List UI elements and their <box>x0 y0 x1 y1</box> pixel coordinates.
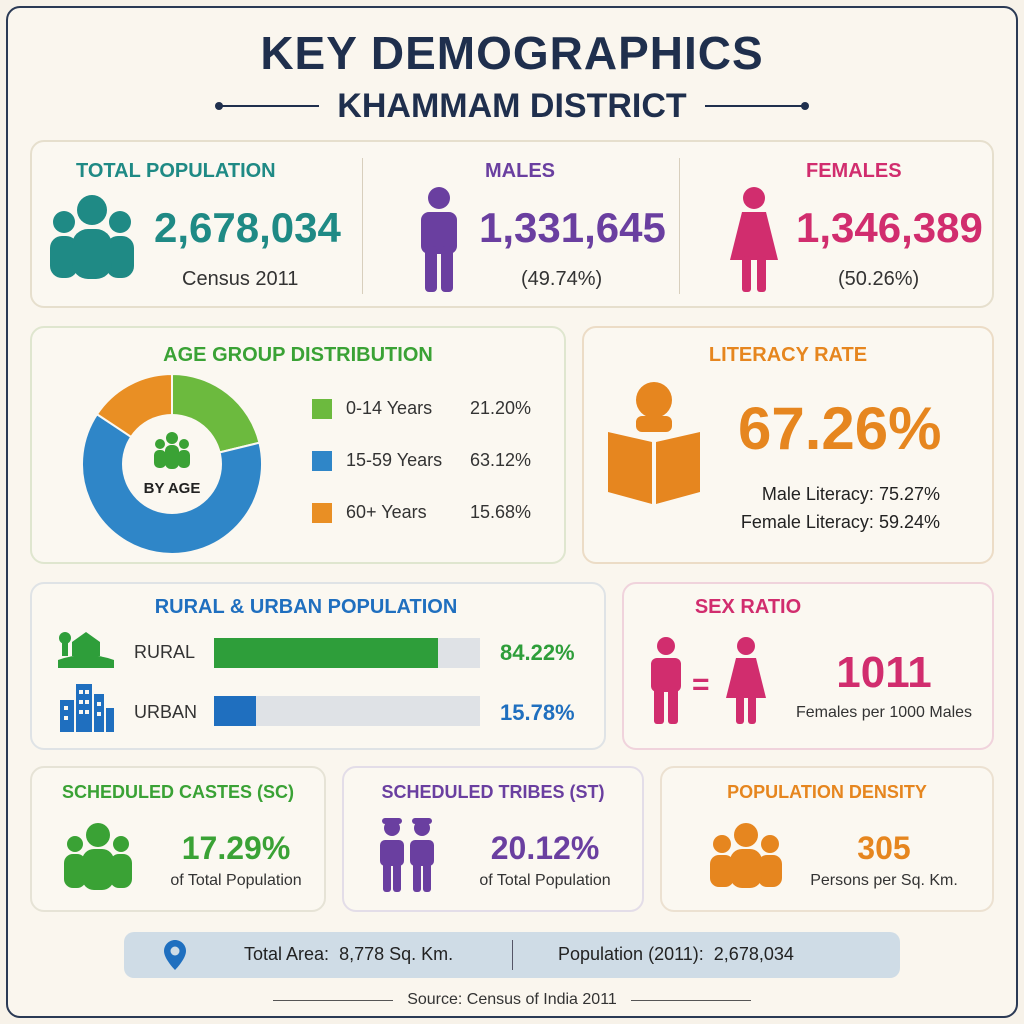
summary-divider <box>512 940 513 970</box>
people-group-icon <box>154 432 190 469</box>
legend-value: 21.20% <box>470 398 532 418</box>
sex-ratio-title: SEX RATIO <box>694 596 802 618</box>
legend-label: 60+ Years <box>346 502 427 522</box>
female-literacy-label: Female Literacy: <box>740 512 874 532</box>
male-figure-icon <box>651 637 681 724</box>
people-group-icon <box>50 195 134 279</box>
urban-bar-fill <box>214 696 256 726</box>
st-title: SCHEDULED TRIBES (ST) <box>381 782 605 802</box>
females-label: FEMALES <box>806 160 902 182</box>
legend-swatch <box>312 450 332 471</box>
scheduled-tribes-card: SCHEDULED TRIBES (ST) 20.12% of Total Po… <box>342 766 644 912</box>
source-divider-left <box>273 999 394 1001</box>
female-figure-icon <box>730 187 778 292</box>
rural-bar-fill <box>214 638 439 668</box>
density-value: 305 <box>857 830 911 866</box>
females-block: FEMALES 1,346,389 (50.26%) <box>680 142 994 310</box>
literacy-title: LITERACY RATE <box>708 344 868 366</box>
sc-value: 17.29% <box>181 830 291 866</box>
population-density-card: POPULATION DENSITY 305 Persons per Sq. K… <box>660 766 994 912</box>
stat-divider <box>362 158 363 294</box>
legend-label: 15-59 Years <box>346 450 443 470</box>
rural-urban-title: RURAL & URBAN POPULATION <box>154 596 458 618</box>
females-share: (50.26%) <box>838 268 920 290</box>
legend-label: 0-14 Years <box>346 398 433 418</box>
st-value: 20.12% <box>490 830 600 866</box>
sex-ratio-card: SEX RATIO = 1011 Females per 1000 Males <box>622 582 994 750</box>
source-divider-right <box>630 999 751 1001</box>
age-donut-chart <box>81 372 263 555</box>
total-population-label: TOTAL POPULATION <box>76 160 276 182</box>
summary-bar: Total Area: 8,778 Sq. Km. Population (20… <box>124 932 900 978</box>
female-literacy-value: 59.24% <box>878 512 940 532</box>
literacy-value: 67.26% <box>738 395 942 462</box>
total-area-value: 8,778 Sq. Km. <box>339 944 454 964</box>
total-population-note: Census 2011 <box>182 268 299 290</box>
total-area-label: Total Area: <box>244 944 330 964</box>
urban-bar-track <box>214 696 480 726</box>
subtitle-divider-right <box>704 102 809 110</box>
page-title: KEY DEMOGRAPHICS <box>260 27 764 79</box>
tribal-people-icon <box>380 818 434 892</box>
urban-label: URBAN <box>134 702 198 722</box>
source-note: Source: Census of India 2011 <box>407 991 617 1008</box>
sex-ratio-note: Females per 1000 Males <box>795 704 973 721</box>
reader-book-icon <box>608 382 700 504</box>
age-legend-0-14: 0-14 Years 21.20% <box>312 398 531 419</box>
literacy-card: LITERACY RATE 67.26% Male Literacy: 75.2… <box>582 326 994 564</box>
female-literacy-row: Female Literacy: 59.24% <box>700 512 940 533</box>
farm-house-icon <box>58 632 114 668</box>
male-figure-icon <box>421 187 457 292</box>
age-group-title: AGE GROUP DISTRIBUTION <box>163 344 433 366</box>
population-summary-card: TOTAL POPULATION 2,678,034 Census 2011 M… <box>30 140 994 308</box>
rural-urban-card: RURAL & URBAN POPULATION RURAL 84.22% UR… <box>30 582 606 750</box>
sc-title: SCHEDULED CASTES (SC) <box>61 782 294 802</box>
females-value: 1,346,389 <box>796 204 983 251</box>
st-note: of Total Population <box>479 872 611 889</box>
males-label: MALES <box>485 160 555 182</box>
total-population-value: 2,678,034 <box>154 204 341 251</box>
population-row: Population (2011): 2,678,034 <box>558 944 794 965</box>
people-group-icon <box>710 823 782 888</box>
age-group-card: AGE GROUP DISTRIBUTION BY AGE 0-14 Years… <box>30 326 566 564</box>
legend-value: 63.12% <box>470 450 532 470</box>
male-literacy-row: Male Literacy: 75.27% <box>720 484 940 505</box>
age-legend-60-plus: 60+ Years 15.68% <box>312 502 531 523</box>
total-population-block: TOTAL POPULATION 2,678,034 Census 2011 <box>32 142 362 310</box>
stat-divider <box>679 158 680 294</box>
source-row: Source: Census of India 2011 <box>0 988 1024 1012</box>
page-subtitle: KHAMMAM DISTRICT <box>337 86 687 125</box>
sc-note: of Total Population <box>170 872 302 889</box>
age-legend-15-59: 15-59 Years 63.12% <box>312 450 531 471</box>
scheduled-castes-card: SCHEDULED CASTES (SC) 17.29% of Total Po… <box>30 766 326 912</box>
population-value: 2,678,034 <box>713 944 794 964</box>
location-pin-icon <box>164 940 186 970</box>
rural-value: 84.22% <box>500 640 575 665</box>
total-area-row: Total Area: 8,778 Sq. Km. <box>244 944 453 965</box>
sex-ratio-value: 1011 <box>836 648 932 697</box>
males-block: MALES 1,331,645 (49.74%) <box>363 142 679 310</box>
rural-label: RURAL <box>134 642 196 662</box>
female-figure-icon <box>726 637 766 724</box>
males-share: (49.74%) <box>521 268 603 290</box>
city-buildings-icon <box>60 684 114 732</box>
density-note: Persons per Sq. Km. <box>810 872 958 889</box>
population-label: Population (2011): <box>558 944 704 964</box>
legend-swatch <box>312 502 332 523</box>
male-literacy-label: Male Literacy: <box>761 484 874 504</box>
people-group-icon <box>64 823 132 890</box>
subtitle-row: KHAMMAM DISTRICT <box>0 86 1024 126</box>
density-title: POPULATION DENSITY <box>727 782 927 802</box>
donut-center-label: BY AGE <box>143 480 201 497</box>
equals-sign: = <box>692 668 710 701</box>
urban-value: 15.78% <box>500 700 575 725</box>
rural-bar-track <box>214 638 480 668</box>
legend-swatch <box>312 398 332 419</box>
subtitle-divider-left <box>215 102 320 110</box>
legend-value: 15.68% <box>470 502 532 522</box>
males-value: 1,331,645 <box>479 204 666 251</box>
male-literacy-value: 75.27% <box>878 484 940 504</box>
